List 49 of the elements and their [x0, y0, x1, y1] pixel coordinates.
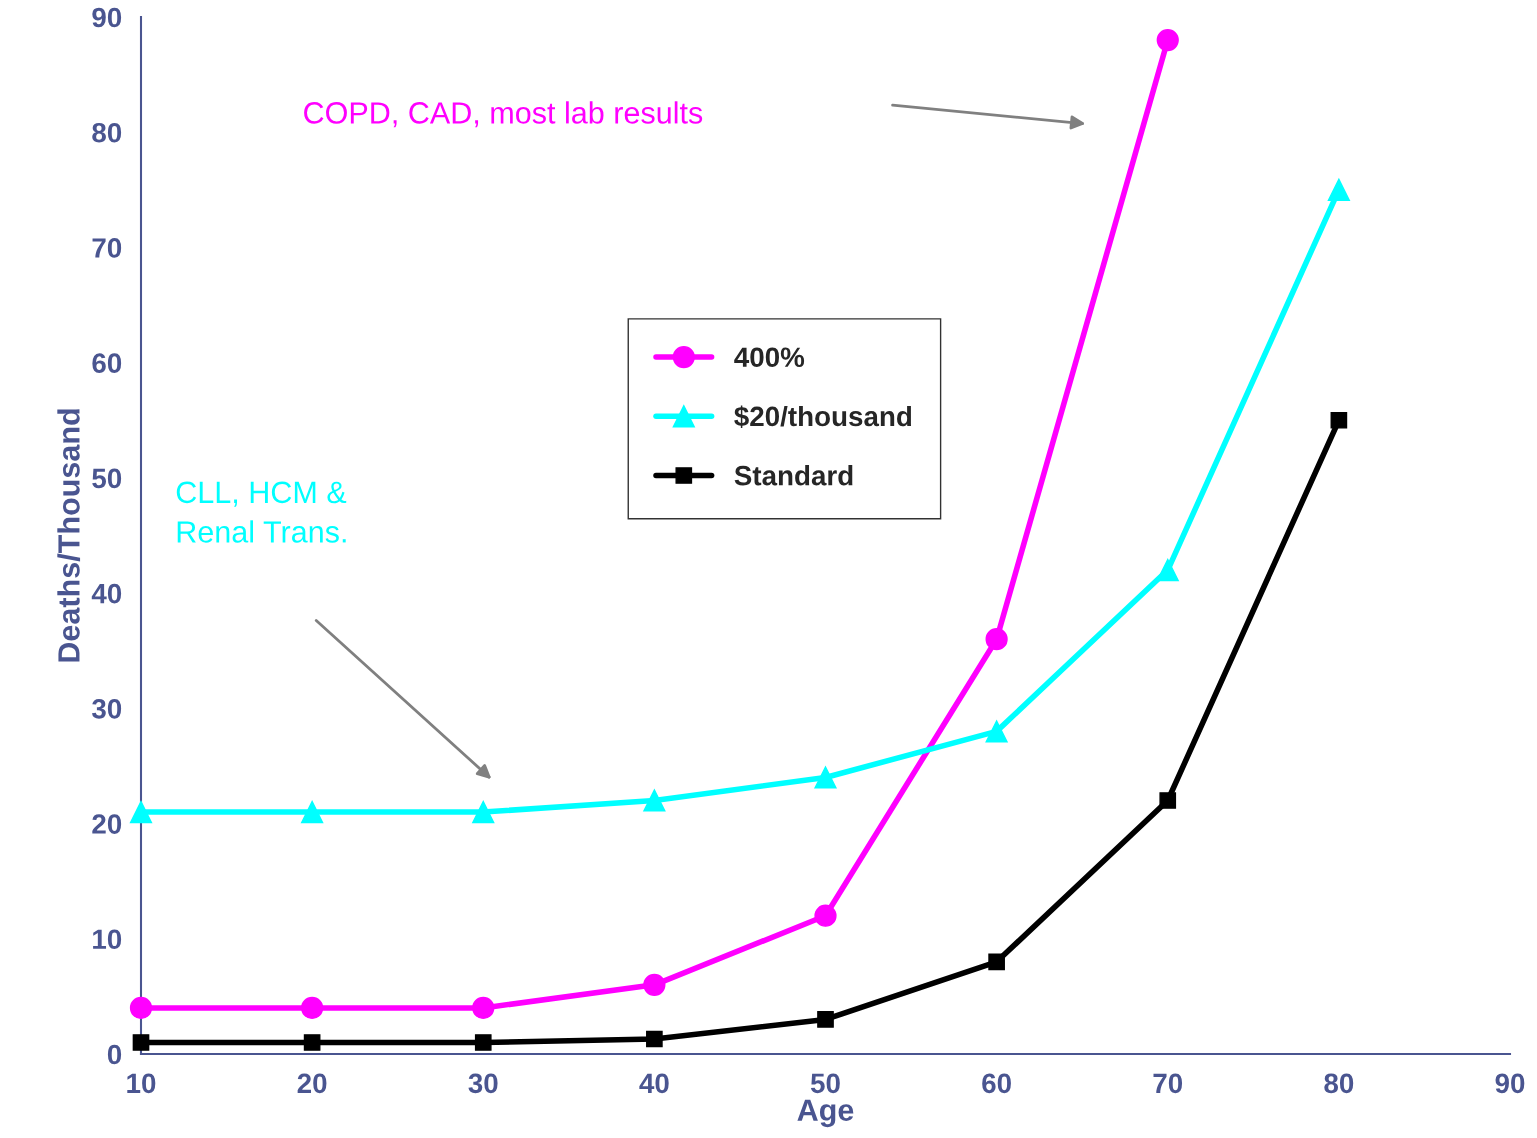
x-tick-label: 80: [1324, 1073, 1354, 1094]
y-tick-label: 90: [92, 7, 122, 28]
point: [1156, 28, 1179, 52]
point: [472, 996, 495, 1020]
x-tick-label: 40: [639, 1073, 669, 1094]
point: [1156, 558, 1179, 582]
y-tick-label: 70: [92, 238, 122, 258]
point: [301, 996, 324, 1020]
point: [1330, 411, 1348, 429]
point: [129, 996, 153, 1020]
y-axis-title: Deaths/Thousand: [57, 409, 81, 662]
point: [814, 904, 837, 927]
point: [303, 1034, 321, 1051]
x-tick-label: 70: [1153, 1073, 1183, 1094]
y-tick-label: 60: [92, 353, 122, 374]
point: [472, 800, 495, 824]
legend-label: 400%: [734, 347, 805, 368]
x-tick-label: 60: [982, 1073, 1011, 1094]
x-tick-label: 10: [127, 1073, 156, 1094]
x-tick-label: 90: [1495, 1073, 1525, 1094]
point: [129, 800, 153, 824]
point: [643, 789, 666, 812]
annotation: COPD, CAD, most lab results: [304, 101, 703, 128]
point: [985, 720, 1008, 743]
annotation: CLL, HCM & Renal Trans.: [176, 481, 347, 543]
point: [132, 1034, 150, 1051]
y-tick-label: 80: [92, 122, 122, 143]
point: [814, 766, 837, 789]
y-tick-label: 10: [93, 929, 122, 950]
x-tick-label: 20: [297, 1073, 327, 1094]
y-tick-label: 30: [91, 699, 122, 719]
point: [1327, 178, 1350, 201]
x-tick-label: 50: [810, 1073, 840, 1094]
legend-label: $20/thousand: [734, 405, 912, 429]
y-tick-label: 40: [91, 583, 122, 604]
point: [985, 628, 1008, 651]
point: [817, 1011, 834, 1028]
y-tick-label: 0: [107, 1044, 122, 1065]
point: [301, 800, 324, 824]
x-axis-title: Age: [797, 1099, 854, 1128]
point: [988, 953, 1005, 971]
point: [643, 973, 666, 996]
point: [1159, 792, 1177, 809]
point: [646, 1030, 663, 1048]
y-tick-label: 20: [92, 814, 122, 834]
y-tick-label: 50: [92, 468, 122, 489]
x-tick-label: 30: [468, 1073, 498, 1094]
point: [474, 1034, 492, 1051]
legend-label: Standard: [734, 465, 853, 486]
